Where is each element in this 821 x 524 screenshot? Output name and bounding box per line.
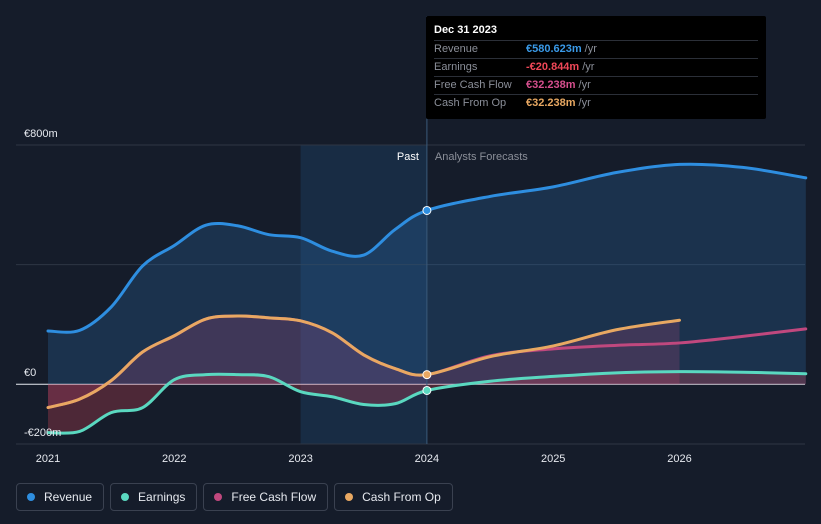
x-tick-label: 2025: [541, 453, 565, 465]
y-tick-label: -€200m: [24, 427, 61, 439]
tooltip-label: Cash From Op: [434, 97, 507, 109]
tooltip-unit: /yr: [584, 43, 597, 55]
tooltip-row-revenue: Revenue €580.623m /yr: [434, 41, 758, 59]
series-point: [422, 385, 432, 395]
tooltip-date: Dec 31 2023: [434, 24, 758, 41]
tooltip-row-earnings: Earnings -€20.844m /yr: [434, 59, 758, 77]
y-tick-label: €0: [24, 367, 36, 379]
tooltip-label: Earnings: [434, 61, 478, 73]
tooltip-value: €32.238m: [526, 97, 576, 109]
tooltip-unit: /yr: [578, 97, 591, 109]
x-tick-label: 2024: [415, 453, 439, 465]
past-label: Past: [397, 151, 419, 163]
tooltip-label: Revenue: [434, 43, 479, 55]
legend-label: Revenue: [44, 490, 93, 504]
tooltip-value: €32.238m: [526, 79, 576, 91]
tooltip-value: -€20.844m: [526, 61, 580, 73]
tooltip: Dec 31 2023 Revenue €580.623m /yr Earnin…: [426, 16, 766, 119]
series-line: [46, 370, 808, 435]
series-area: [48, 371, 806, 434]
tooltip-row-free-cash-flow: Free Cash Flow €32.238m /yr: [434, 77, 758, 95]
tooltip-unit: /yr: [578, 79, 591, 91]
legend: Revenue Earnings Free Cash Flow Cash Fro…: [16, 483, 453, 511]
legend-item-revenue[interactable]: Revenue: [16, 483, 105, 511]
cash-from-op-dot-icon: [345, 493, 354, 501]
x-tick-label: 2026: [667, 453, 691, 465]
tooltip-value: €580.623m: [526, 43, 582, 55]
analysts-forecasts-label: Analysts Forecasts: [435, 151, 528, 163]
series-line: [46, 314, 681, 410]
x-tick-label: 2023: [288, 453, 312, 465]
series-point: [422, 370, 432, 380]
x-tick-label: 2021: [36, 453, 60, 465]
free-cash-flow-dot-icon: [214, 493, 223, 501]
tooltip-label: Free Cash Flow: [434, 79, 512, 91]
legend-label: Free Cash Flow: [231, 490, 317, 504]
tooltip-row-cash-from-op: Cash From Op €32.238m /yr: [434, 95, 758, 112]
legend-item-free-cash-flow[interactable]: Free Cash Flow: [203, 483, 329, 511]
legend-label: Cash From Op: [362, 490, 441, 504]
series-line: [46, 162, 808, 334]
revenue-dot-icon: [27, 493, 35, 501]
x-tick-label: 2022: [162, 453, 186, 465]
legend-item-earnings[interactable]: Earnings: [110, 483, 198, 511]
legend-label: Earnings: [138, 490, 186, 504]
series-area: [48, 316, 680, 408]
series-point: [422, 205, 432, 215]
tooltip-unit: /yr: [582, 61, 595, 73]
earnings-dot-icon: [121, 493, 130, 501]
y-tick-label: €800m: [24, 128, 58, 140]
legend-item-cash-from-op[interactable]: Cash From Op: [334, 483, 453, 511]
